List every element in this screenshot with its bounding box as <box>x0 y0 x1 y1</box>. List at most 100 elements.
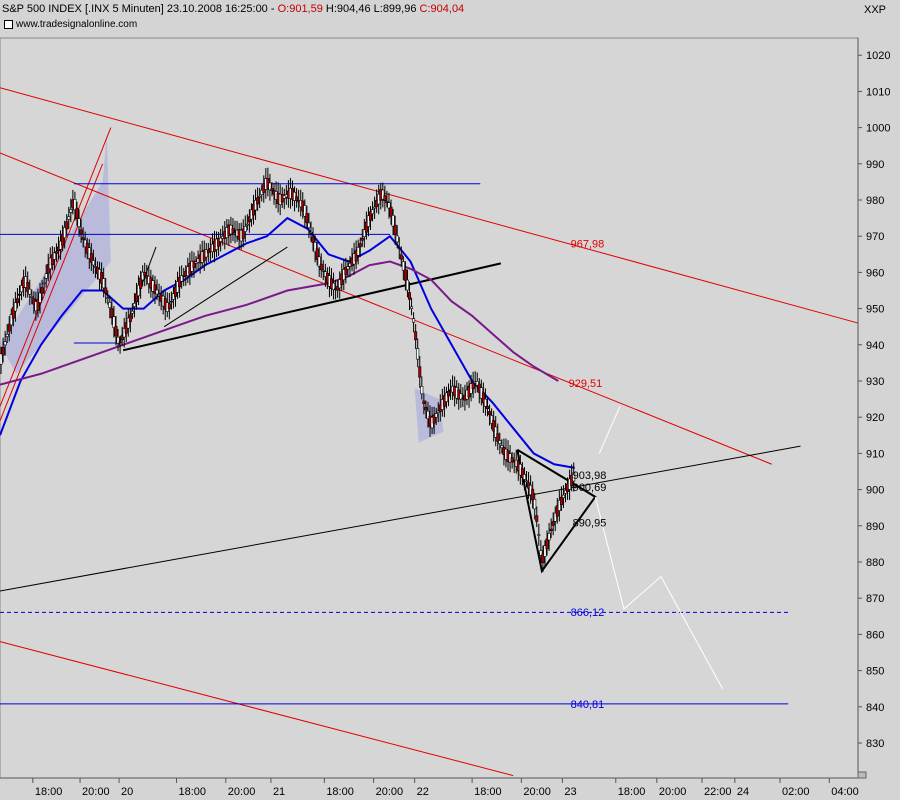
y-tick-label: 930 <box>866 376 884 388</box>
candle-body <box>559 496 563 505</box>
candle-body <box>416 348 420 360</box>
candle-body <box>531 488 535 501</box>
candle-body <box>167 303 171 309</box>
x-tick-label: 22:00 <box>704 786 732 798</box>
y-tick-label: 910 <box>866 448 884 460</box>
y-tick-label: 830 <box>866 738 884 750</box>
candle-body <box>366 215 370 227</box>
source-text: www.tradesignalonline.com <box>16 19 138 30</box>
candle-body <box>321 270 325 272</box>
x-tick-label: 20:00 <box>376 786 404 798</box>
candle-body <box>7 323 11 332</box>
candle-body <box>360 237 364 241</box>
candle-body <box>490 415 494 424</box>
candle-body <box>446 391 450 397</box>
candle-body <box>383 195 387 202</box>
candle-body <box>407 292 411 300</box>
candle-body <box>26 282 30 292</box>
candle-body <box>434 413 438 418</box>
candle-body <box>371 209 375 215</box>
x-tick-label: 04:00 <box>831 786 859 798</box>
y-tick-label: 940 <box>866 340 884 352</box>
candle-body <box>67 216 71 220</box>
price-annotation: 900,69 <box>573 482 607 494</box>
candle-body <box>77 218 81 227</box>
symbol-label: XXP <box>863 4 886 16</box>
y-tick-label: 890 <box>866 521 884 533</box>
y-tick-label: 970 <box>866 231 884 243</box>
low-value: L:899,96 <box>373 3 417 15</box>
candle-body <box>254 199 258 211</box>
trend-line <box>163 246 288 328</box>
price-annotation: 840,81 <box>571 699 605 711</box>
source-line: www.tradesignalonline.com <box>4 19 137 30</box>
y-tick-label: 860 <box>866 629 884 641</box>
candle-body <box>395 235 399 243</box>
candle-body <box>28 288 32 295</box>
candle-body <box>410 306 414 309</box>
candle-body <box>547 533 551 541</box>
high-value: H:904,46 <box>325 3 371 15</box>
candle-body <box>268 182 272 191</box>
candle-body <box>572 472 576 482</box>
candle-body <box>89 253 93 263</box>
candle-body <box>541 553 545 564</box>
candle-body <box>405 279 409 291</box>
x-tick-label: 02:00 <box>782 786 810 798</box>
scroll-corner <box>857 771 867 779</box>
candle-body <box>346 266 350 270</box>
candle-body <box>364 221 368 233</box>
y-tick-label: 960 <box>866 267 884 279</box>
candle-body <box>169 300 173 303</box>
candle-body <box>241 228 245 239</box>
candle-body <box>422 400 426 404</box>
chart-header: S&P 500 INDEX [.INX 5 Minuten] 23.10.200… <box>2 3 464 15</box>
channel-fill <box>0 134 111 374</box>
x-tick-label: 20:00 <box>228 786 256 798</box>
candle-body <box>471 382 475 389</box>
y-tick-label: 1000 <box>866 123 890 135</box>
candle-body <box>444 392 448 403</box>
candle-body <box>135 293 139 303</box>
candle-body <box>537 534 541 536</box>
candle-body <box>317 256 321 267</box>
candle-body <box>549 528 553 531</box>
candle-body <box>498 440 502 444</box>
candle-body <box>545 538 549 550</box>
x-tick-label: 22 <box>417 786 429 798</box>
candle-body <box>393 224 397 235</box>
candle-body <box>44 273 48 279</box>
candle-body <box>93 266 97 268</box>
candle-body <box>30 296 34 298</box>
candle-body <box>418 366 422 378</box>
candle-body <box>459 393 463 400</box>
candle-body <box>362 229 366 238</box>
candle-body <box>426 410 430 419</box>
candle-body <box>309 231 313 234</box>
candle-body <box>385 201 389 204</box>
candle-body <box>494 426 498 438</box>
candle-body <box>344 266 348 275</box>
candle-body <box>373 206 377 209</box>
y-tick-label: 840 <box>866 702 884 714</box>
candle-body <box>492 420 496 432</box>
candle-body <box>106 297 110 299</box>
candle-body <box>553 512 557 522</box>
candle-body <box>15 298 19 304</box>
candle-body <box>139 277 143 289</box>
candle-body <box>13 302 17 312</box>
candle-body <box>130 310 134 314</box>
candle-body <box>356 247 360 256</box>
candle-body <box>112 316 116 328</box>
candle-body <box>38 292 42 303</box>
candle-body <box>118 341 122 344</box>
x-tick-label: 24 <box>737 786 749 798</box>
x-tick-label: 20:00 <box>523 786 551 798</box>
candle-body <box>305 213 309 223</box>
candle-body <box>311 236 315 244</box>
candle-body <box>40 287 44 294</box>
candle-body <box>475 381 479 386</box>
candle-body <box>141 271 145 281</box>
